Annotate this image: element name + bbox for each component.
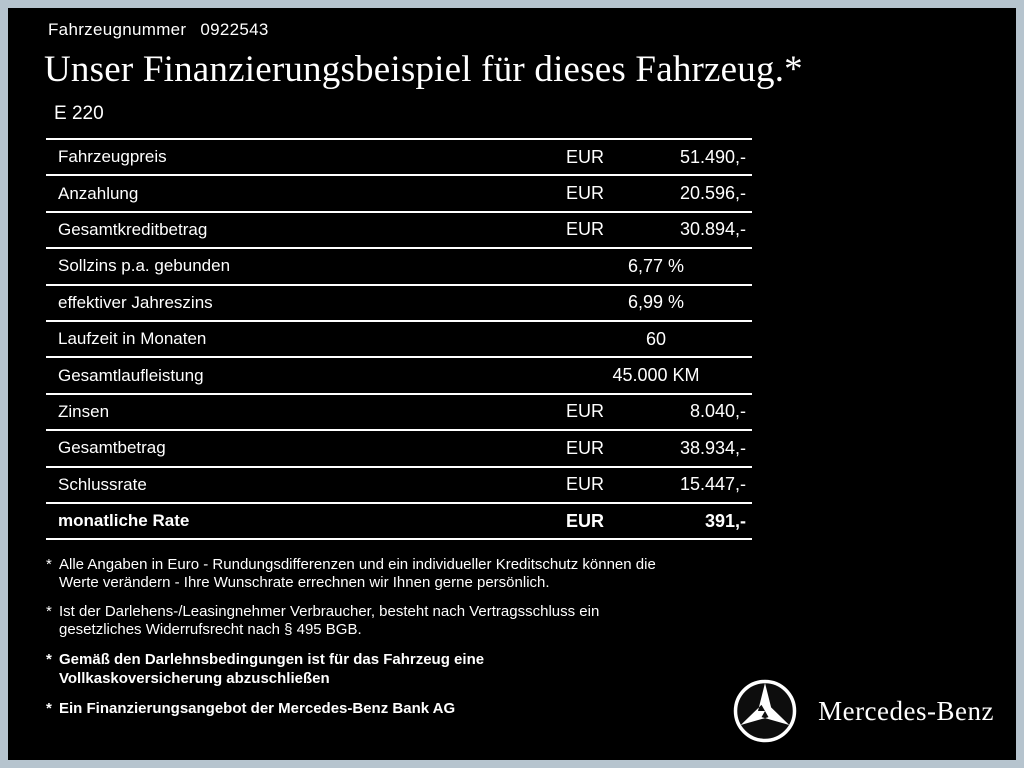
table-row: Gesamtkreditbetrag EUR 30.894,- [46,210,752,247]
amount: 51.490,- [679,146,746,167]
footnote-text: Ein Finanzierungsangebot der Mercedes-Be… [59,700,456,718]
brand-wordmark: Mercedes-Benz [818,695,994,726]
amount: 30.894,- [679,219,746,240]
amount: 38.934,- [679,437,746,458]
vehicle-model: E 220 [54,103,104,124]
row-value: EUR 20.596,- [566,183,746,204]
footnote-text: Alle Angaben in Euro - Rundungsdifferenz… [59,556,656,592]
row-value: EUR 8.040,- [566,401,746,422]
amount: 8.040,- [689,401,746,422]
amount: 20.596,- [679,183,746,204]
vehicle-number: Fahrzeugnummer 0922543 [48,20,1016,40]
currency-label: EUR [566,183,605,204]
row-value: 6,99 % [566,292,746,313]
currency-label: EUR [566,219,605,240]
amount: 15.447,- [679,474,746,495]
finance-table: Fahrzeugpreis EUR 51.490,- Anzahlung EUR 20.5… [46,138,752,541]
table-row: Sollzins p.a. gebunden 6,77 % [46,247,752,283]
row-value: 6,77 % [566,256,746,277]
footnote: * Gemäß den Darlehnsbedingungen ist für d… [46,650,766,688]
vehicle-number-label: Fahrzeugnummer [48,20,187,39]
table-row: effektiver Jahreszins 6,99 % [46,283,752,320]
table-row: Gesamtbetrag EUR 38.934,- [46,429,752,465]
page-title: Unser Finanzierungsbeispiel für dieses F… [44,49,803,90]
amount: 60 [645,328,667,349]
table-row: Fahrzeugpreis EUR 51.490,- [46,138,752,174]
table-row: monatliche Rate EUR 391,- [46,501,752,538]
finance-offer-page: Fahrzeugnummer 0922543 Unser Finanzierung… [8,8,1016,760]
footnote-marker: * [46,651,52,669]
footnote-marker: * [46,556,52,574]
footnote: * Ein Finanzierungsangebot der Mercedes-B… [46,699,766,718]
currency-label: EUR [566,146,605,167]
footnotes: * Alle Angaben in Euro - Rundungsdifferen… [46,556,766,718]
footnote-text: Ist der Darlehens-/Leasingnehmer Verbrau… [59,603,600,639]
row-value: 60 [566,329,746,350]
vehicle-number-value: 0922543 [200,20,269,39]
amount: 45.000 KM [612,365,700,386]
row-label: Anzahlung [58,183,139,203]
footnote-marker: * [46,700,52,718]
currency-label: EUR [566,437,605,458]
brand-area: Mercedes-Benz [732,678,994,744]
row-label: Gesamtbetrag [58,438,166,458]
amount: 6,99 % [627,292,685,313]
row-label: Schlussrate [58,474,147,494]
footnote-text: Gemäß den Darlehnsbedingungen ist für da… [59,651,485,688]
row-label: Gesamtlaufleistung [58,365,204,385]
table-row: Gesamtlaufleistung 45.000 KM [46,356,752,392]
row-value: EUR 15.447,- [566,474,746,495]
row-value: EUR 30.894,- [566,219,746,240]
table-row: Schlussrate EUR 15.447,- [46,465,752,502]
table-row: Zinsen EUR 8.040,- [46,392,752,429]
row-value: EUR 38.934,- [566,438,746,459]
row-value: EUR 391,- [566,511,746,532]
row-value: 45.000 KM [566,365,746,386]
amount: 6,77 % [627,255,685,276]
row-label: Zinsen [58,401,110,421]
footnote-marker: * [46,603,52,621]
row-label: Laufzeit in Monaten [58,329,207,349]
row-label: Fahrzeugpreis [58,147,167,167]
row-value: EUR 51.490,- [566,147,746,168]
footnote: * Alle Angaben in Euro - Rundungsdifferen… [46,556,766,592]
row-label: Sollzins p.a. gebunden [58,256,231,276]
table-row: Anzahlung EUR 20.596,- [46,174,752,210]
mercedes-star-icon [733,679,797,743]
row-label: Gesamtkreditbetrag [58,219,208,239]
table-row: Laufzeit in Monaten 60 [46,319,752,356]
currency-label: EUR [566,401,605,422]
amount: 391,- [704,510,746,531]
row-label: monatliche Rate [58,511,190,531]
row-label: effektiver Jahreszins [58,292,213,312]
currency-label: EUR [566,510,605,531]
currency-label: EUR [566,474,605,495]
footnote: * Ist der Darlehens-/Leasingnehmer Verbra… [46,603,766,639]
